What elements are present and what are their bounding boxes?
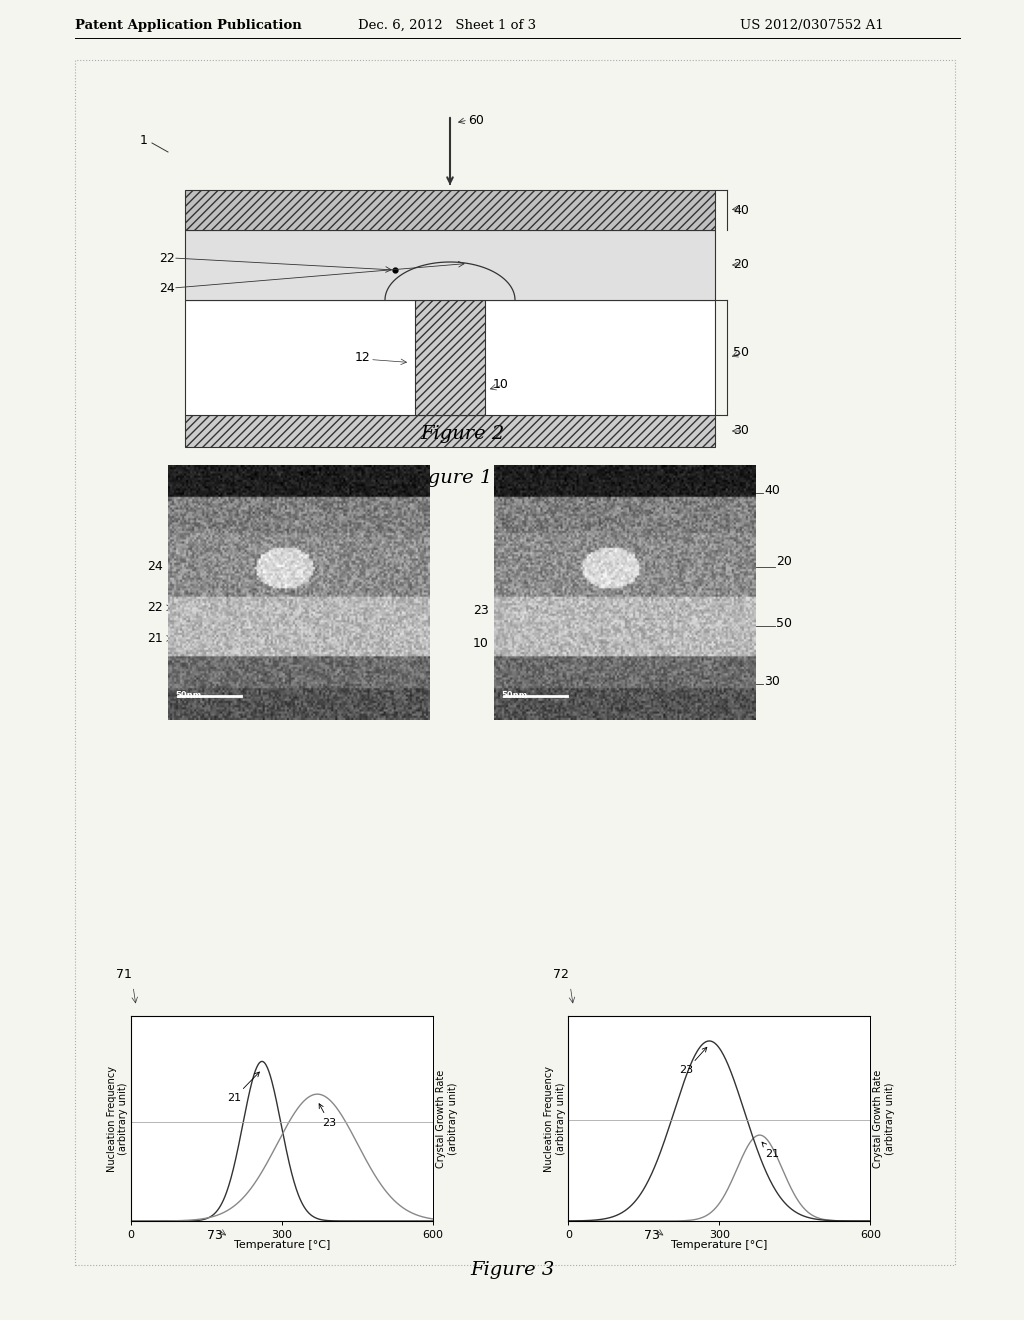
Text: 60: 60	[468, 114, 484, 127]
Text: 30: 30	[764, 676, 780, 688]
Text: 20: 20	[733, 259, 749, 272]
Text: 40: 40	[764, 484, 780, 498]
Y-axis label: Crystal Growth Rate
(arbitrary unit): Crystal Growth Rate (arbitrary unit)	[436, 1069, 458, 1168]
Text: 72: 72	[553, 969, 569, 981]
Text: 1: 1	[140, 133, 147, 147]
Text: 50nm: 50nm	[175, 692, 202, 700]
Text: Figure 3: Figure 3	[470, 1261, 554, 1279]
Bar	[415, 300, 485, 414]
X-axis label: Temperature [°C]: Temperature [°C]	[233, 1239, 331, 1250]
Text: Patent Application Publication: Patent Application Publication	[75, 18, 302, 32]
Text: Figure 1: Figure 1	[408, 469, 493, 487]
Text: 12: 12	[355, 351, 371, 364]
Bar	[185, 230, 715, 300]
Text: 20: 20	[776, 556, 792, 569]
Bar	[75, 59, 955, 1265]
Text: 50: 50	[733, 346, 749, 359]
Text: 71: 71	[116, 969, 132, 981]
Text: 10: 10	[473, 638, 489, 649]
Bar	[185, 300, 715, 414]
Bar	[185, 414, 715, 447]
Text: 22: 22	[160, 252, 175, 264]
Y-axis label: Nucleation Frequency
(arbitrary unit): Nucleation Frequency (arbitrary unit)	[544, 1065, 565, 1172]
Text: 50nm: 50nm	[501, 692, 527, 700]
Text: 10: 10	[493, 379, 509, 392]
Text: 21: 21	[147, 632, 163, 645]
X-axis label: Temperature [°C]: Temperature [°C]	[671, 1239, 768, 1250]
Text: 21: 21	[762, 1142, 779, 1159]
Bar	[185, 190, 715, 230]
Text: 50: 50	[776, 616, 792, 630]
Text: US 2012/0307552 A1: US 2012/0307552 A1	[740, 18, 884, 32]
Text: 73: 73	[644, 1229, 659, 1242]
Text: 21: 21	[226, 1072, 259, 1104]
Text: Dec. 6, 2012   Sheet 1 of 3: Dec. 6, 2012 Sheet 1 of 3	[358, 18, 537, 32]
Text: 73: 73	[207, 1229, 222, 1242]
Text: 24: 24	[160, 281, 175, 294]
Text: 40: 40	[733, 203, 749, 216]
Text: 23: 23	[319, 1104, 337, 1127]
Text: 24: 24	[147, 561, 163, 573]
Y-axis label: Crystal Growth Rate
(arbitrary unit): Crystal Growth Rate (arbitrary unit)	[873, 1069, 895, 1168]
Text: 23: 23	[679, 1047, 707, 1076]
Text: 23: 23	[473, 603, 489, 616]
Text: Figure 2: Figure 2	[420, 425, 504, 444]
Text: 30: 30	[733, 425, 749, 437]
Text: 22: 22	[147, 602, 163, 614]
Y-axis label: Nucleation Frequency
(arbitrary unit): Nucleation Frequency (arbitrary unit)	[106, 1065, 128, 1172]
